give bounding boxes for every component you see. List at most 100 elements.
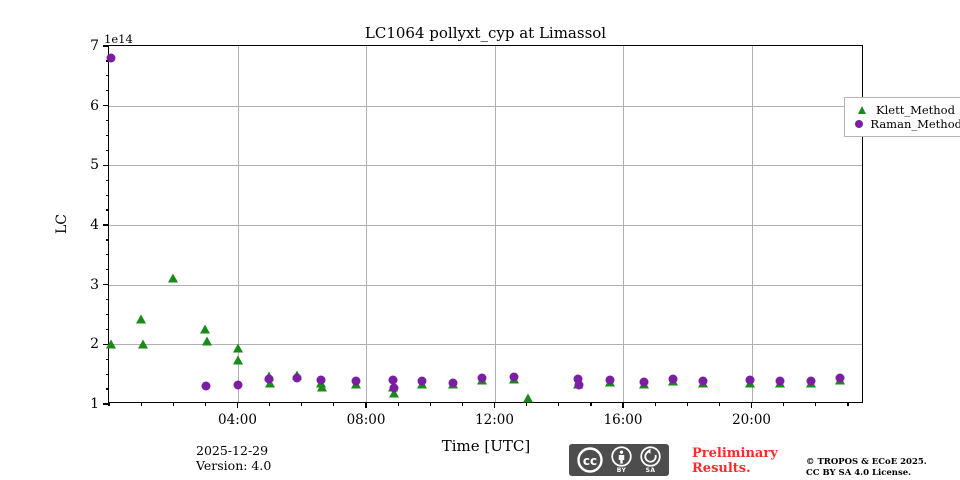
copyright-line-2: CC BY SA 4.0 License.	[806, 467, 912, 478]
gridline-vertical	[623, 46, 625, 402]
y-tick-minor	[105, 149, 109, 151]
x-tick-major	[493, 402, 496, 408]
data-point-raman-method	[292, 373, 302, 383]
x-tick-minor	[269, 402, 271, 406]
gridline-horizontal	[109, 284, 862, 286]
copyright-line-1: © TROPOS & ECoE 2025.	[806, 457, 927, 467]
data-point-raman-method	[574, 380, 584, 390]
data-point-raman-method	[639, 377, 649, 387]
data-point-klett-method	[389, 388, 400, 398]
data-point-raman-method	[388, 375, 398, 385]
x-tick-minor	[654, 402, 656, 406]
cc-sa-icon: SA	[640, 446, 661, 474]
y-tick-label: 5	[90, 157, 99, 174]
data-point-klett-method	[200, 324, 211, 334]
y-tick-minor	[105, 239, 109, 241]
data-point-klett-method	[316, 382, 327, 392]
x-tick-minor	[558, 402, 560, 406]
copyright-notice: © TROPOS & ECoE 2025. CC BY SA 4.0 Licen…	[806, 457, 927, 478]
y-tick-minor	[105, 209, 109, 211]
y-tick-label: 7	[90, 38, 99, 54]
y-tick-minor	[105, 194, 109, 196]
data-point-raman-method	[264, 374, 274, 384]
x-tick-major	[622, 402, 624, 408]
y-tick-major	[103, 105, 109, 107]
y-tick-major	[103, 45, 109, 47]
legend[interactable]: Klett_Method Raman_Method	[844, 97, 960, 137]
x-tick-minor	[140, 402, 142, 406]
y-tick-minor	[105, 179, 109, 181]
x-tick-minor	[108, 402, 110, 406]
y-tick-label: 6	[90, 97, 99, 114]
x-tick-label: 04:00	[218, 412, 257, 428]
gridline-horizontal	[109, 105, 862, 107]
svg-text:cc: cc	[583, 454, 597, 468]
gridline-vertical	[494, 46, 496, 402]
data-point-raman-method	[745, 375, 755, 385]
x-tick-minor	[718, 402, 720, 406]
gridline-vertical	[237, 46, 239, 402]
data-point-klett-method	[105, 339, 116, 349]
x-tick-minor	[301, 402, 303, 406]
data-point-raman-method	[448, 378, 458, 388]
y-tick-minor	[105, 75, 109, 77]
legend-item-klett[interactable]: Klett_Method	[851, 103, 960, 117]
legend-item-raman[interactable]: Raman_Method	[851, 117, 960, 131]
y-tick-minor	[105, 269, 109, 271]
y-tick-minor	[105, 298, 109, 301]
y-tick-major	[103, 284, 109, 286]
klett-marker-icon	[851, 105, 873, 114]
page-title: LC1064 pollyxt_cyp at Limassol	[364, 24, 607, 42]
preliminary-line-2: Results.	[692, 461, 751, 476]
x-tick-minor	[783, 402, 785, 406]
data-point-klett-method	[168, 273, 179, 283]
x-tick-minor	[461, 402, 463, 406]
x-tick-label: 12:00	[475, 412, 514, 428]
data-point-raman-method	[316, 375, 326, 385]
x-tick-minor	[429, 402, 431, 406]
x-axis-label: Time [UTC]	[441, 437, 531, 455]
y-tick-minor	[105, 134, 109, 137]
preliminary-line-1: Preliminary	[692, 446, 778, 461]
data-point-klett-method	[233, 355, 244, 365]
cc-by-icon: BY	[611, 446, 632, 474]
x-tick-label: 16:00	[603, 412, 643, 428]
data-point-raman-method	[201, 381, 211, 391]
gridline-vertical	[366, 46, 368, 402]
stamp-version-value: Version: 4.0	[196, 457, 272, 473]
plot-area: 1 2 3 4 5 6 7 04:00 08:00 12:00 16:00 20:00 Klett_M…	[90, 38, 960, 428]
data-point-raman-method	[775, 376, 785, 386]
stamp-date-value: 2025-12-29	[196, 443, 269, 458]
gridline-horizontal	[109, 344, 862, 346]
y-tick-minor	[105, 328, 109, 330]
y-tick-label: 4	[90, 217, 99, 233]
x-tick-minor	[590, 402, 592, 406]
x-tick-major	[236, 402, 239, 408]
gridline-horizontal	[109, 225, 862, 226]
y-tick-minor	[105, 313, 109, 316]
y-tick-minor	[105, 254, 109, 256]
x-tick-minor	[526, 402, 528, 406]
y-tick-minor	[105, 373, 109, 375]
x-tick-minor	[204, 402, 206, 406]
x-tick-label: 20:00	[732, 412, 771, 428]
y-tick-label: 3	[90, 276, 99, 293]
data-point-raman-method	[509, 372, 519, 382]
cc-sa-label: SA	[645, 467, 656, 474]
x-tick-minor	[172, 402, 174, 406]
date-stamp: 2025-12-29 Version: 4.0	[196, 443, 272, 473]
data-point-raman-method	[835, 373, 845, 383]
y-tick-major	[103, 403, 109, 405]
y-tick-major	[103, 164, 109, 166]
data-point-raman-method	[668, 374, 678, 384]
y-axis-label: LC	[54, 213, 70, 235]
data-point-klett-method	[523, 393, 534, 403]
data-point-raman-method	[477, 373, 487, 383]
cc-by-label: BY	[616, 467, 627, 474]
gridline-horizontal	[109, 165, 862, 167]
y-tick-minor	[105, 119, 109, 122]
data-point-klett-method	[232, 343, 243, 353]
cc-icon: cc	[577, 447, 603, 473]
x-tick-major	[365, 402, 367, 408]
